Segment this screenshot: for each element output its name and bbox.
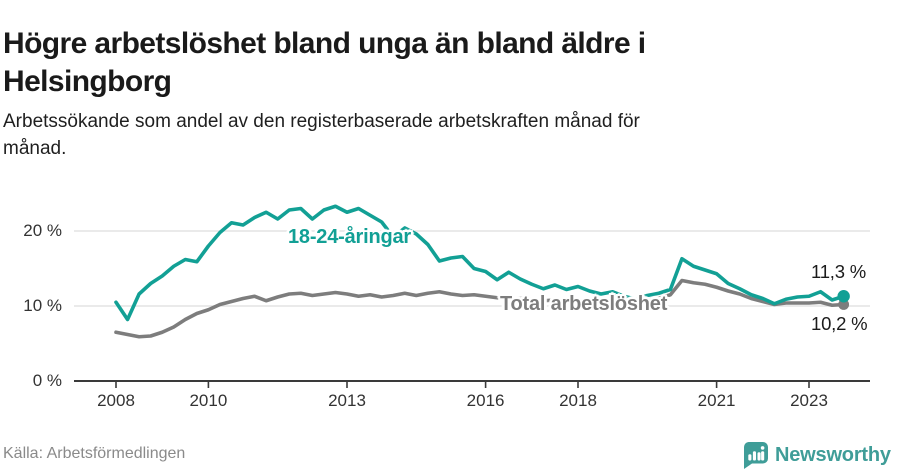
newsworthy-icon (743, 442, 768, 469)
page-title: Högre arbetslöshet bland unga än bland ä… (3, 27, 646, 99)
series-line-total (114, 278, 846, 339)
source-note: Källa: Arbetsförmedlingen (3, 445, 186, 462)
chart-subtitle: Arbetssökande som andel av den registerb… (3, 111, 640, 159)
brand-logo: Newsworthy (742, 441, 891, 469)
series-end-dot-young (837, 290, 850, 303)
series-line-young (114, 204, 846, 322)
brand-name: Newsworthy (775, 443, 891, 466)
